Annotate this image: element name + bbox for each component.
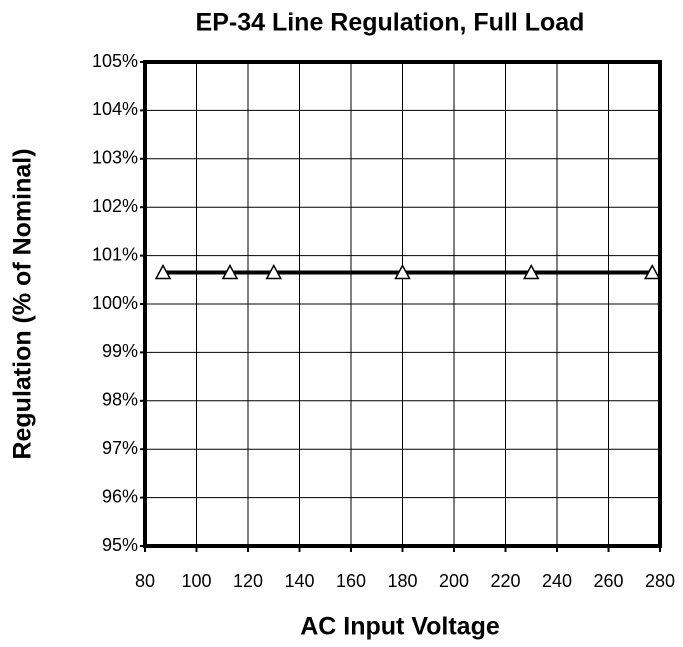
- y-tick-label: 105%: [92, 51, 138, 71]
- x-tick-label: 80: [135, 571, 155, 591]
- x-tick-label: 240: [542, 571, 572, 591]
- x-tick-label: 180: [387, 571, 417, 591]
- marker: [394, 263, 411, 280]
- x-tick-label: 120: [233, 571, 263, 591]
- y-tick-label: 98%: [102, 390, 138, 410]
- y-tick-label: 102%: [92, 196, 138, 216]
- x-tick-label: 140: [284, 571, 314, 591]
- marker: [154, 263, 172, 280]
- x-axis-label: AC Input Voltage: [300, 613, 500, 641]
- x-tick-label: 260: [593, 571, 623, 591]
- y-tick-label: 96%: [102, 486, 138, 506]
- x-tick-label: 160: [336, 571, 366, 591]
- marker: [221, 263, 239, 280]
- chart-title: EP-34 Line Regulation, Full Load: [196, 9, 585, 37]
- marker: [522, 263, 540, 280]
- y-tick-label: 99%: [102, 341, 138, 361]
- y-tick-label: 97%: [102, 438, 138, 458]
- x-tick-label: 200: [439, 571, 469, 591]
- x-tick-label: 100: [181, 571, 211, 591]
- x-tick-label: 220: [490, 571, 520, 591]
- marker: [644, 263, 661, 280]
- marker: [265, 263, 283, 280]
- y-tick-label: 104%: [92, 99, 138, 119]
- y-tick-label: 103%: [92, 148, 138, 168]
- y-axis-label: Regulation (% of Nominal): [9, 148, 37, 459]
- y-tick-label: 100%: [92, 293, 138, 313]
- plot-frame: [143, 60, 662, 548]
- y-tick-label: 101%: [92, 244, 138, 264]
- y-tick-label: 95%: [102, 535, 138, 555]
- x-tick-label: 280: [645, 571, 675, 591]
